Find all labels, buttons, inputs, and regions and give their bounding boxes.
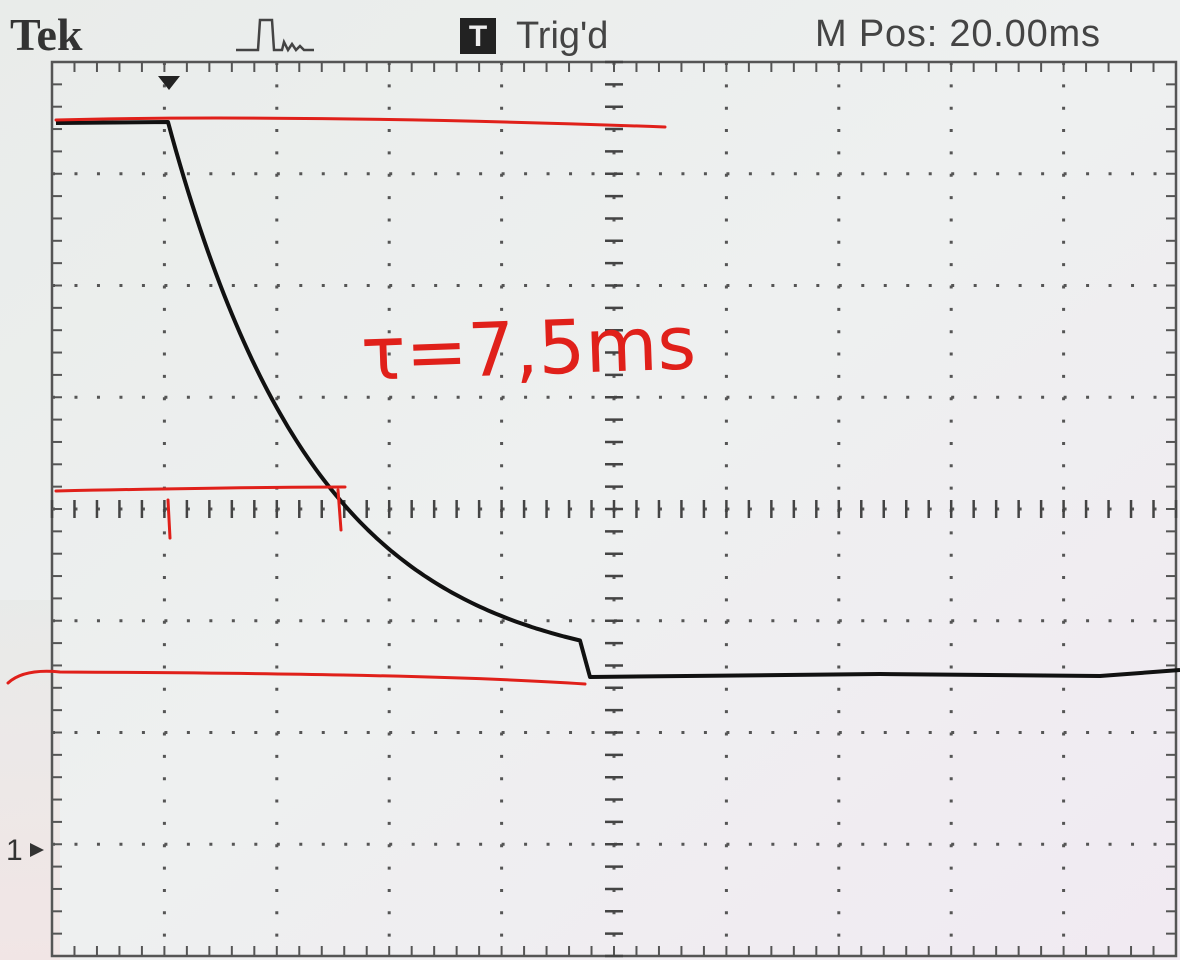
trigger-icon: T	[469, 20, 487, 53]
brand: Tek	[10, 9, 83, 60]
oscilloscope-screen: Tek T Trig'd M Pos: 20.00ms 1 τ=7,5ms	[0, 0, 1180, 960]
channel-marker: 1	[6, 834, 23, 867]
tau-annotation: τ=7,5ms	[360, 300, 698, 398]
background	[0, 0, 1180, 960]
trigger-status: Trig'd	[516, 15, 608, 57]
horizontal-position: M Pos: 20.00ms	[815, 13, 1100, 55]
tau-start-tick	[168, 500, 170, 538]
page: Tek T Trig'd M Pos: 20.00ms 1 τ=7,5ms ((…	[0, 0, 1180, 960]
